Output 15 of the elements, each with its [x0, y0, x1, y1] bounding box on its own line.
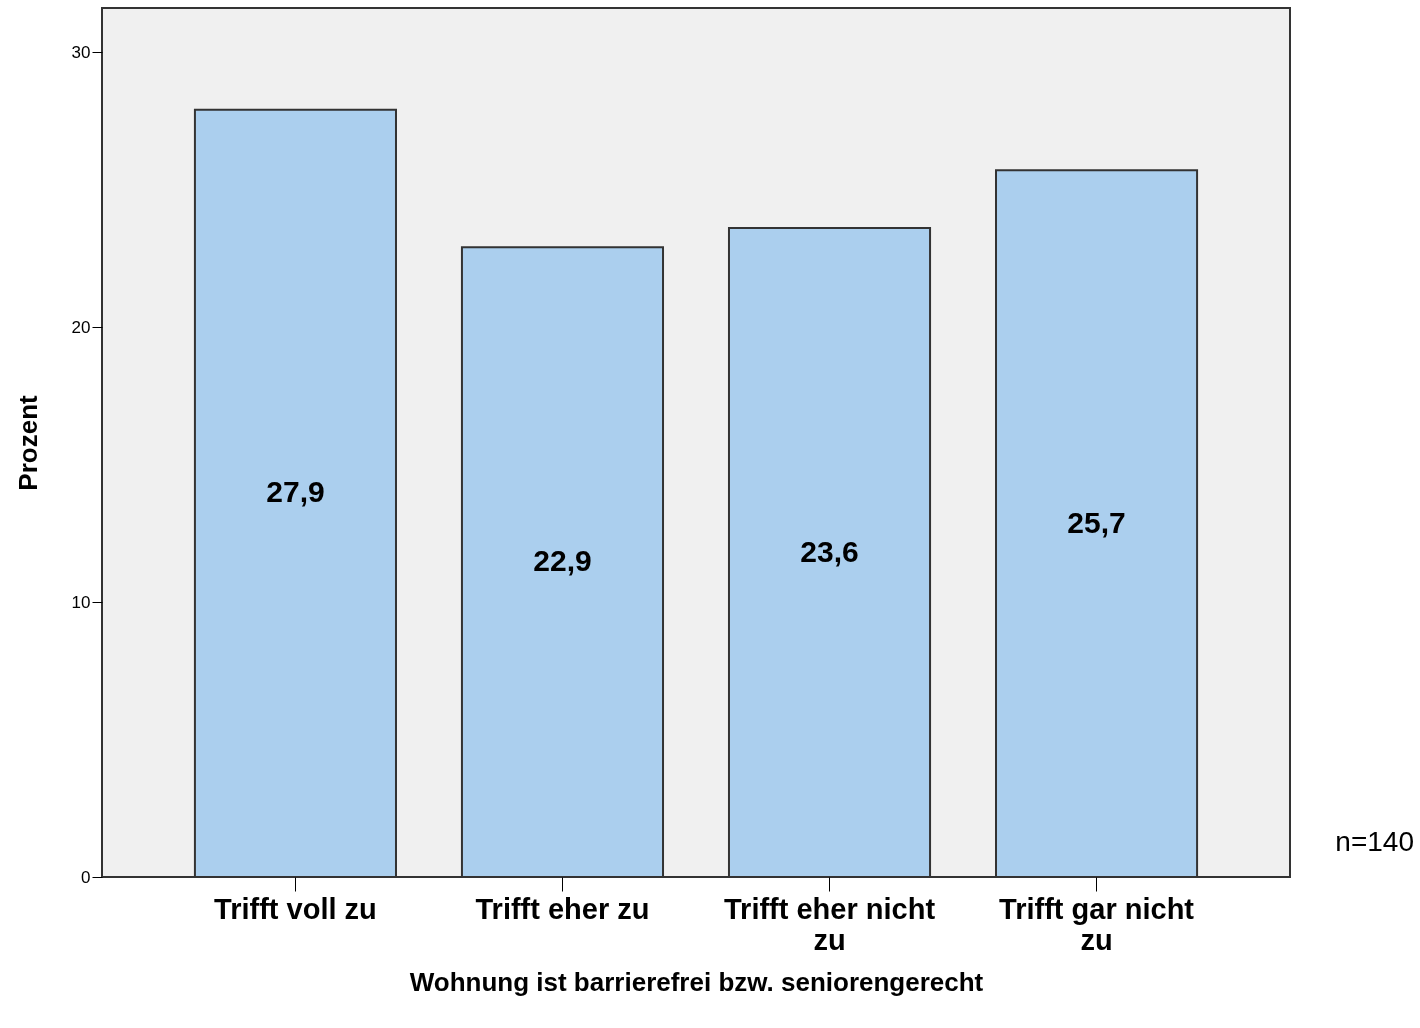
x-axis-title: Wohnung ist barrierefrei bzw. seniorengerecht — [409, 966, 984, 997]
y-axis-title: Prozent — [12, 394, 43, 491]
data-label: 22,9 — [533, 544, 592, 578]
data-label: 25,7 — [1067, 505, 1126, 539]
data-label: 27,9 — [266, 475, 325, 509]
text: n=140 — [1335, 826, 1414, 858]
y-tick-label: 30 — [71, 42, 91, 62]
x-tick-label: Trifft eher nicht zu — [723, 892, 936, 956]
x-tick-label: Trifft gar nicht zu — [999, 892, 1195, 956]
y-tick-label: 20 — [71, 317, 91, 337]
y-tick-label: 10 — [71, 592, 91, 612]
x-tick-label: Trifft eher zu — [475, 892, 650, 925]
y-tick-label: 0 — [81, 867, 91, 887]
data-label: 23,6 — [800, 534, 859, 568]
x-tick-label: Trifft voll zu — [214, 892, 377, 925]
